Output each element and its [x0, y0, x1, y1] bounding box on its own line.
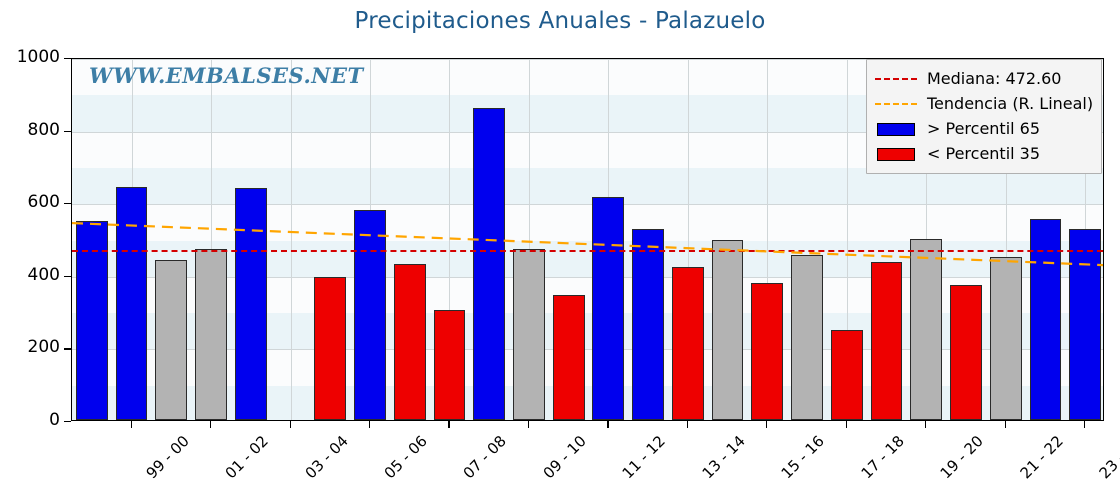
x-axis-tick-mark [368, 421, 371, 428]
gridline-vertical [1005, 59, 1007, 420]
x-axis-tick-mark [289, 421, 291, 428]
y-axis-tick-mark [64, 348, 71, 350]
bar [552, 294, 585, 420]
gridline-vertical [211, 59, 213, 420]
legend-item: Mediana: 472.60 [875, 66, 1093, 91]
x-axis-tick-mark [1084, 421, 1086, 428]
legend-item-label: Mediana: 472.60 [927, 69, 1062, 88]
bar [870, 262, 903, 420]
bar [393, 263, 426, 420]
gridline-vertical [290, 59, 292, 420]
legend-dash-icon [875, 96, 917, 112]
median-line [72, 250, 1103, 253]
y-axis-tick-mark [64, 58, 71, 60]
bar [354, 210, 386, 420]
chart-legend: Mediana: 472.60 Tendencia (R. Lineal) > Pe… [866, 59, 1102, 174]
y-axis-tick-label: 600 [27, 192, 60, 213]
legend-item: Tendencia (R. Lineal) [875, 91, 1093, 116]
y-axis-tick-label: 200 [27, 337, 60, 358]
x-axis-tick-mark [1004, 421, 1006, 428]
x-axis-tick-mark [686, 421, 688, 428]
legend-swatch-icon [875, 121, 917, 137]
x-axis-tick-mark [210, 421, 212, 428]
bar [671, 266, 704, 420]
gridline-vertical [767, 59, 769, 420]
bar [155, 259, 188, 420]
legend-dash-icon [875, 71, 917, 87]
gridline-vertical [846, 59, 848, 420]
legend-item-label: < Percentil 35 [927, 144, 1041, 163]
bar [950, 285, 982, 420]
y-axis-tick-label: 400 [27, 264, 60, 285]
bar [711, 239, 744, 420]
legend-swatch-icon [875, 146, 917, 162]
y-axis-tick-mark [64, 203, 71, 205]
plot-area: WWW.EMBALSES.NET [71, 58, 1104, 421]
bar [910, 239, 943, 420]
gridline-horizontal [72, 59, 1103, 60]
x-axis-tick-mark [527, 421, 530, 428]
bar [314, 277, 347, 420]
bar [75, 221, 108, 420]
x-axis-tick-mark [607, 421, 609, 428]
x-axis-tick-mark [925, 421, 927, 428]
bar [632, 228, 664, 420]
bar [830, 329, 863, 420]
y-axis-tick-mark [64, 275, 71, 277]
bar [592, 197, 625, 420]
legend-item: < Percentil 35 [875, 141, 1093, 166]
bar [234, 188, 267, 420]
watermark: WWW.EMBALSES.NET [89, 63, 364, 88]
gridline-vertical [528, 59, 530, 420]
x-axis-tick-mark [448, 421, 450, 428]
y-axis-tick-label: 800 [27, 119, 60, 140]
trend-line [72, 221, 1103, 267]
y-axis-tick-label: 0 [49, 410, 60, 430]
y-axis-tick-label: 1000 [16, 47, 60, 67]
gridline-horizontal [72, 349, 1103, 351]
bar [989, 256, 1022, 420]
bar [195, 249, 227, 420]
legend-dash-icon [875, 77, 917, 80]
gridline-horizontal [72, 276, 1103, 278]
legend-swatch-icon [877, 122, 915, 136]
legend-item: > Percentil 65 [875, 116, 1093, 141]
legend-item-label: Tendencia (R. Lineal) [927, 94, 1094, 113]
legend-swatch-icon [877, 147, 915, 161]
gridline-vertical [687, 59, 689, 420]
bar [473, 107, 506, 420]
y-axis-tick-mark [64, 130, 71, 132]
page-title: Precipitaciones Anuales - Palazuelo [354, 8, 766, 34]
bar [1069, 229, 1102, 420]
x-axis-tick-mark [766, 421, 768, 428]
bar [433, 309, 466, 420]
legend-dash-icon [875, 102, 917, 105]
x-axis-tick-mark [130, 421, 132, 428]
bar [791, 254, 823, 420]
bar [751, 282, 784, 420]
x-axis-tick-mark [845, 421, 847, 428]
gridline-horizontal [72, 204, 1103, 206]
bar [1029, 219, 1062, 420]
gridline-horizontal [72, 131, 1103, 133]
y-axis-tick-mark [64, 421, 71, 423]
bar [513, 248, 545, 420]
legend-item-label: > Percentil 65 [927, 119, 1041, 138]
